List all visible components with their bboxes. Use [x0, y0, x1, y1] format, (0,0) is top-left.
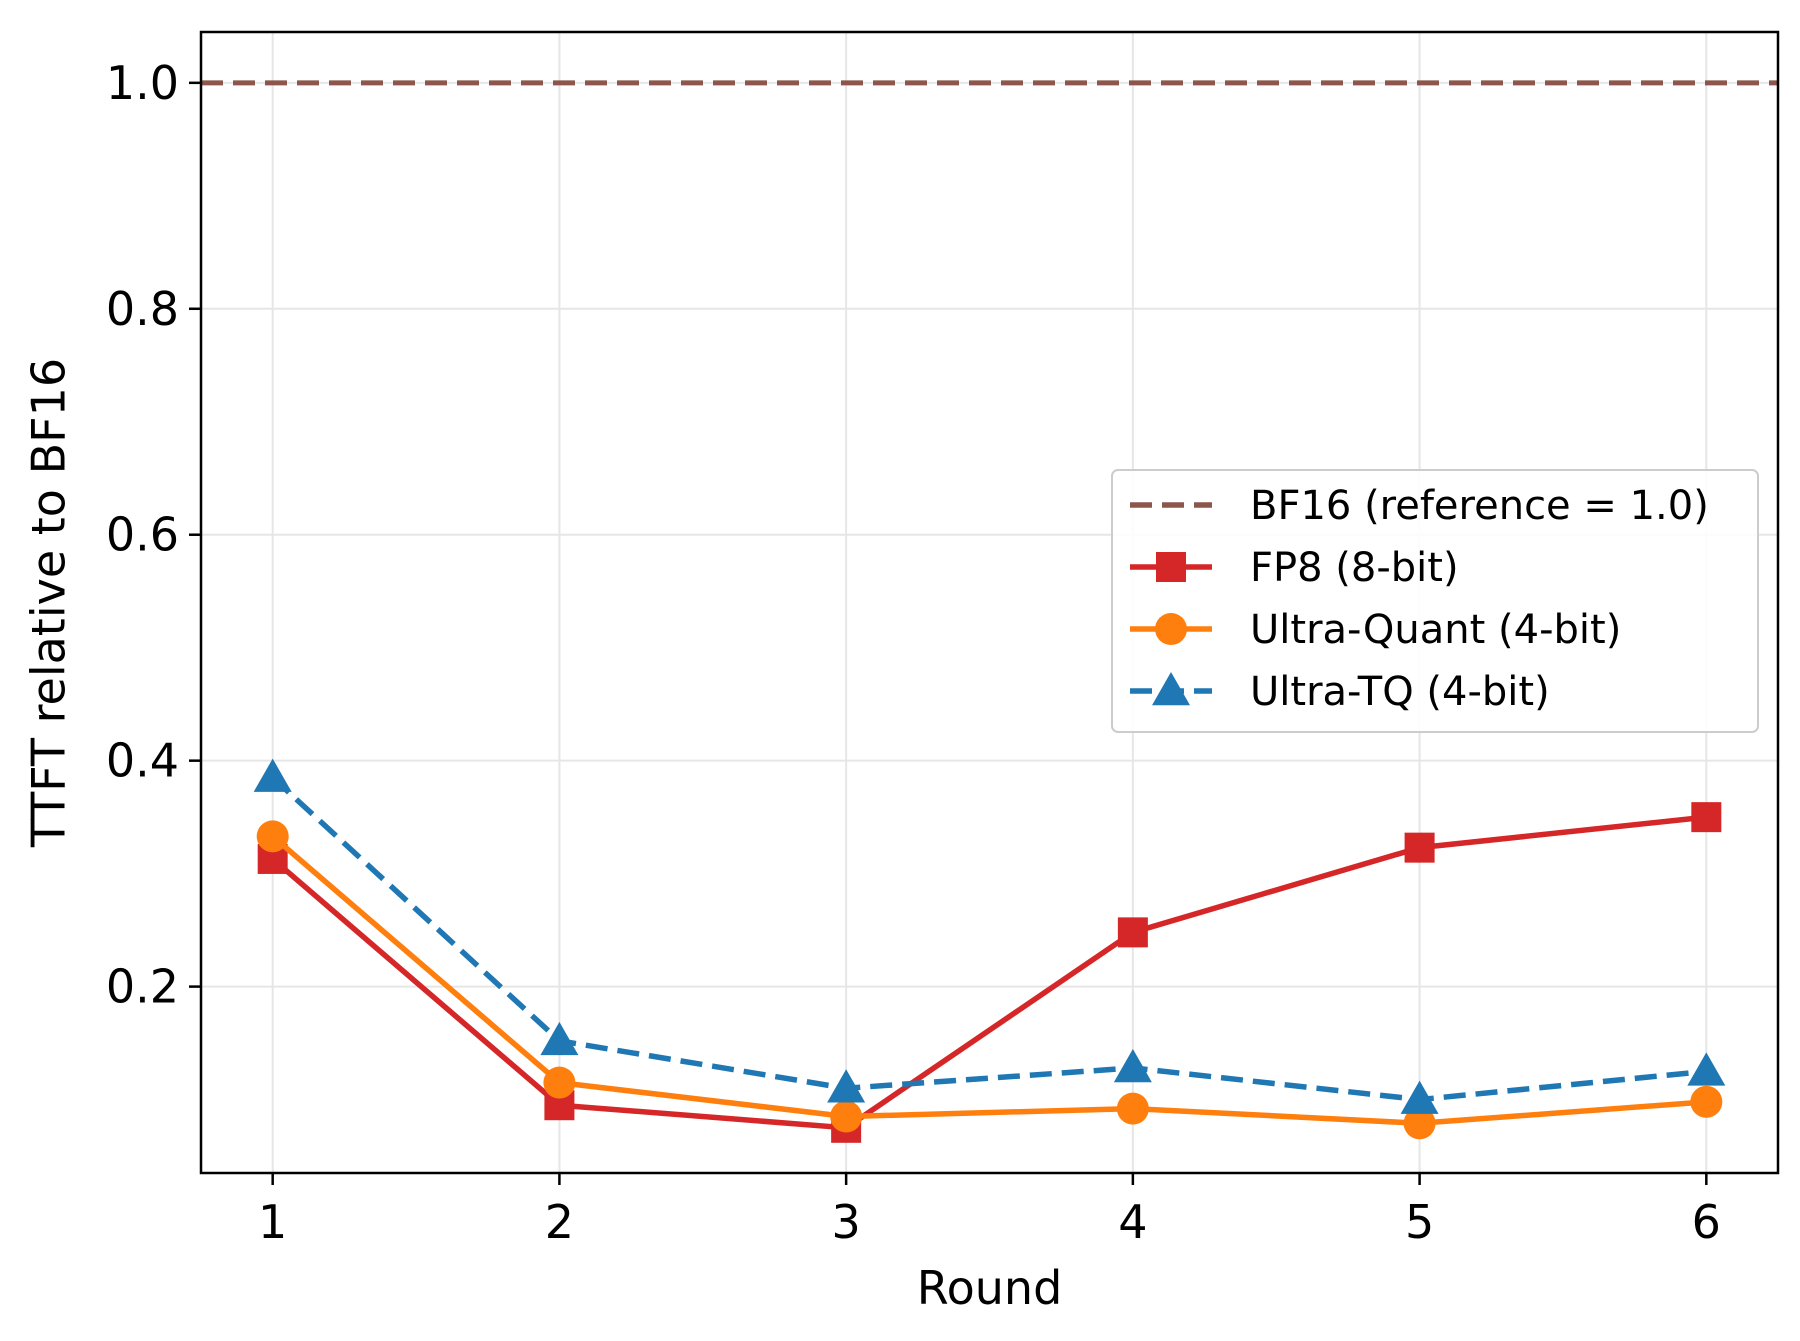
data-point-ultra-quant-4-bit [830, 1100, 863, 1133]
legend-box [1111, 469, 1759, 733]
data-point-ultra-quant-4-bit [1403, 1107, 1436, 1140]
plot-area-frame [199, 30, 1780, 1175]
x-axis-label: Round [917, 1261, 1063, 1315]
y-tick-label: 0.4 [106, 734, 179, 788]
legend-label: FP8 (8-bit) [1250, 545, 1459, 591]
data-point-ultra-tq-4-bit [1400, 1080, 1439, 1114]
legend-entry: Ultra-TQ (4-bit) [1130, 669, 1550, 715]
y-tick-label: 0.2 [106, 960, 179, 1014]
data-point-ultra-tq-4-bit [1687, 1052, 1726, 1086]
x-tick-label: 6 [1692, 1195, 1721, 1249]
legend-label: Ultra-Quant (4-bit) [1250, 607, 1621, 653]
data-point-ultra-quant-4-bit [256, 820, 289, 853]
data-point-fp8-8-bit [1691, 802, 1722, 833]
x-tick-label: 4 [1118, 1195, 1147, 1249]
legend-label: BF16 (reference = 1.0) [1250, 483, 1709, 529]
legend-marker [1152, 672, 1190, 706]
y-tick-label: 0.8 [106, 282, 179, 336]
series-line-fp8-8-bit [270, 814, 1707, 1131]
series-fp8-8-bit [257, 802, 1722, 1143]
legend: BF16 (reference = 1.0) FP8 (8-bit) Ultra-Q… [1111, 469, 1759, 733]
legend-marker [1156, 552, 1186, 582]
data-point-ultra-quant-4-bit [543, 1066, 576, 1099]
data-point-ultra-tq-4-bit [1113, 1048, 1152, 1083]
y-tick-label: 1.0 [106, 56, 179, 110]
data-point-ultra-tq-4-bit [827, 1069, 866, 1103]
legend-entry: Ultra-Quant (4-bit) [1130, 607, 1621, 653]
series-line-ultra-quant-4-bit [270, 834, 1707, 1127]
series-ultra-tq-4-bit [253, 758, 1726, 1114]
legend-label: Ultra-TQ (4-bit) [1250, 669, 1550, 715]
data-point-fp8-8-bit [1117, 917, 1148, 948]
data-point-fp8-8-bit [1404, 832, 1435, 863]
x-tick-label: 1 [258, 1195, 287, 1249]
y-axis-label: TTFT relative to BF16 [22, 358, 76, 848]
x-tick-label: 3 [831, 1195, 860, 1249]
series-ultra-quant-4-bit [256, 820, 1723, 1140]
legend-entry: FP8 (8-bit) [1130, 545, 1459, 591]
x-tick-label: 5 [1405, 1195, 1434, 1249]
x-tick-label: 2 [545, 1195, 574, 1249]
data-point-ultra-tq-4-bit [253, 758, 292, 792]
series-layer [253, 758, 1726, 1143]
data-point-ultra-quant-4-bit [1690, 1085, 1723, 1118]
legend-entry: BF16 (reference = 1.0) [1130, 483, 1709, 529]
axis-ticks: 1 2 3 4 5 6 0.2 0.4 0.6 0.8 1.0 [106, 56, 1721, 1249]
series-line-ultra-tq-4-bit [270, 775, 1707, 1103]
y-tick-label: 0.6 [106, 508, 179, 562]
data-point-ultra-quant-4-bit [1116, 1092, 1149, 1125]
data-point-ultra-tq-4-bit [540, 1021, 579, 1056]
legend-marker [1155, 613, 1187, 645]
